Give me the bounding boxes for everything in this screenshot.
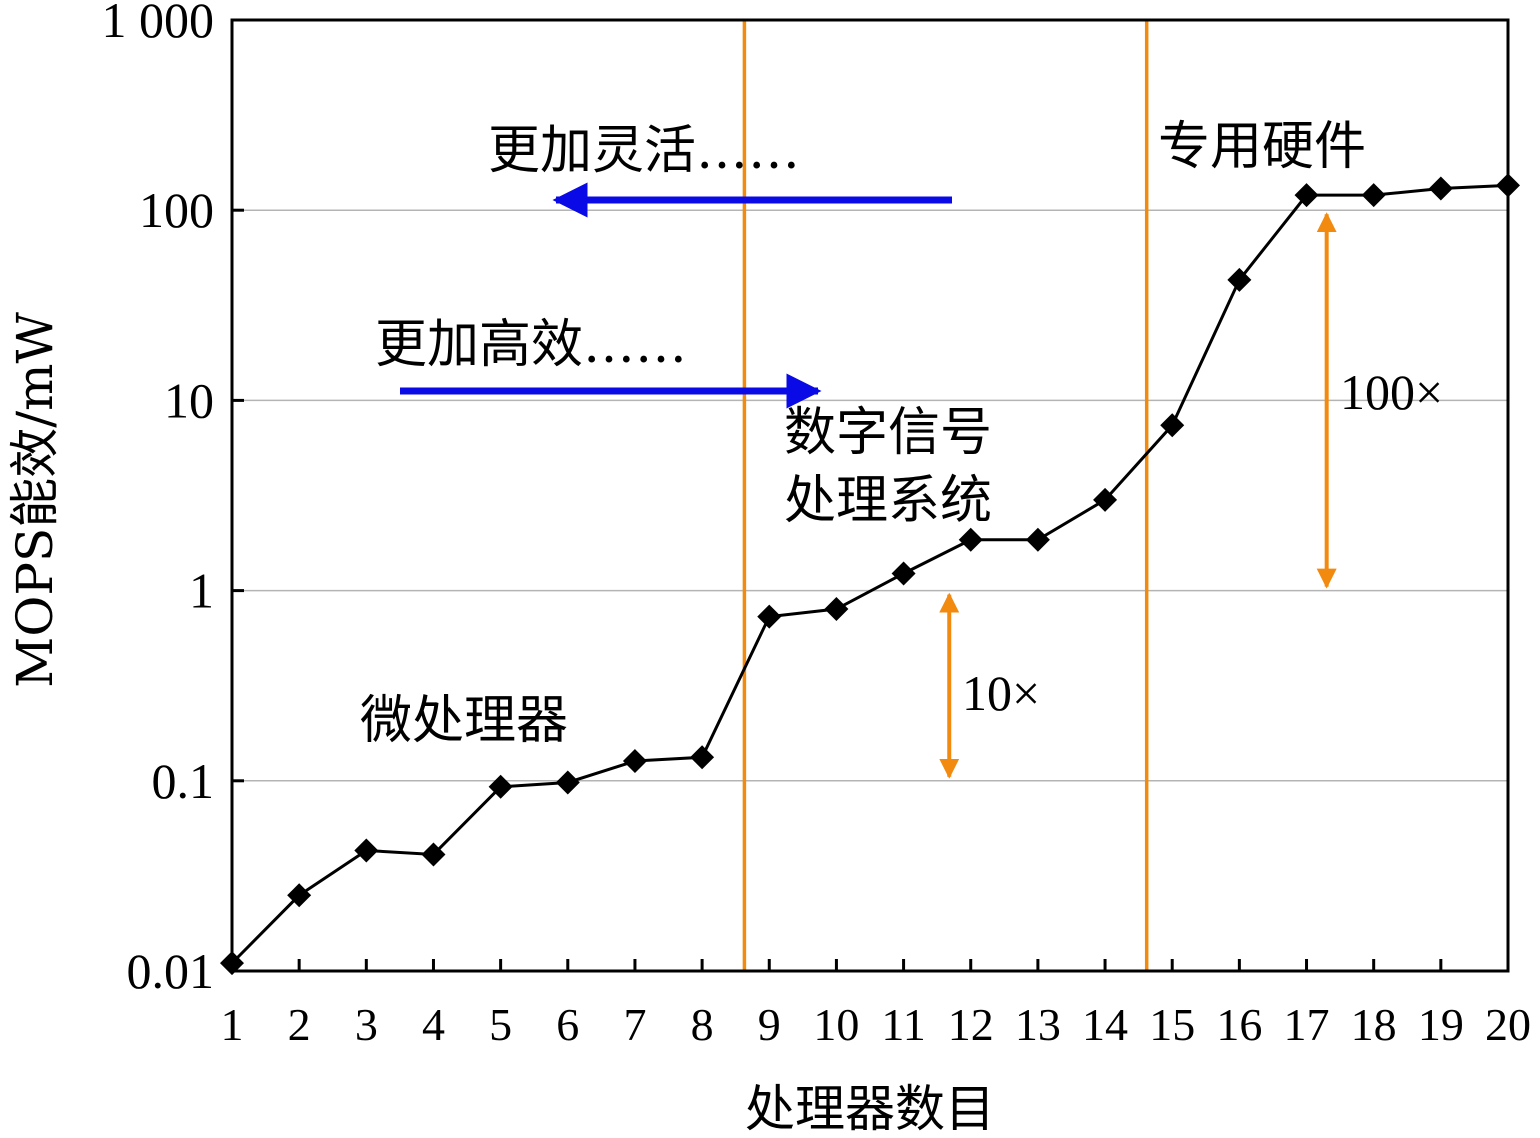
x-tick-label: 16 <box>1216 999 1262 1050</box>
y-tick-label: 100 <box>139 182 214 238</box>
x-tick-label: 20 <box>1485 999 1531 1050</box>
data-point <box>690 745 715 770</box>
data-point <box>1428 176 1453 201</box>
x-tick-label: 15 <box>1149 999 1195 1050</box>
annotation-dsp-line1: 数字信号 <box>784 403 992 463</box>
x-tick-label: 9 <box>758 999 781 1050</box>
x-tick-label: 13 <box>1015 999 1061 1050</box>
data-point <box>1093 487 1118 512</box>
annotation-gap-large: 100× <box>1340 364 1443 420</box>
annotation-asic: 专用硬件 <box>1158 117 1366 177</box>
data-point <box>354 838 379 863</box>
x-tick-label: 1 <box>221 999 244 1050</box>
x-tick-label: 8 <box>691 999 714 1050</box>
x-tick-label: 2 <box>288 999 311 1050</box>
y-tick-label: 1 000 <box>102 0 215 48</box>
region-dividers <box>742 20 1149 971</box>
series-line <box>230 183 1509 965</box>
data-point <box>958 527 983 552</box>
y-tick-label: 0.01 <box>127 943 215 999</box>
x-tick-label: 18 <box>1351 999 1397 1050</box>
annotation-gap-small: 10× <box>962 665 1040 721</box>
x-tick-label: 4 <box>422 999 445 1050</box>
x-axis-ticks: 1 2 3 4 5 6 7 8 9 10 11 12 13 14 15 16 17 18 19 20 <box>221 959 1531 1050</box>
x-axis-title: 处理器数目 <box>745 1080 995 1138</box>
data-point <box>1361 183 1386 208</box>
x-tick-label: 7 <box>623 999 646 1050</box>
x-tick-label: 17 <box>1284 999 1330 1050</box>
data-point <box>757 604 782 629</box>
annotation-efficient: 更加高效…… <box>375 315 687 375</box>
x-tick-label: 3 <box>355 999 378 1050</box>
y-tick-label: 1 <box>189 563 214 619</box>
y-tick-label: 0.1 <box>152 753 215 809</box>
y-axis-ticks: 0.01 0.1 1 10 100 1 000 <box>102 0 244 999</box>
data-point <box>488 774 513 799</box>
series-polyline <box>230 183 1509 965</box>
y-axis-title: MOPS能效/mW <box>6 312 64 688</box>
data-point <box>1160 413 1185 438</box>
data-point <box>287 883 312 908</box>
data-point <box>1025 527 1050 552</box>
x-tick-label: 6 <box>556 999 579 1050</box>
plot-frame <box>230 18 1510 973</box>
annotation-flexible: 更加灵活…… <box>488 121 800 181</box>
x-tick-label: 5 <box>489 999 512 1050</box>
annotation-dsp-line2: 处理系统 <box>784 471 992 531</box>
data-point <box>421 842 446 867</box>
data-point <box>824 597 849 622</box>
y-tick-label: 10 <box>164 372 214 428</box>
range-arrows <box>939 212 1337 779</box>
annotation-micro: 微处理器 <box>360 691 568 751</box>
x-tick-label: 12 <box>948 999 994 1050</box>
data-point <box>555 770 580 795</box>
data-point <box>1294 183 1319 208</box>
data-point <box>1227 267 1252 292</box>
data-point <box>622 749 647 774</box>
x-tick-label: 14 <box>1082 999 1128 1050</box>
x-tick-label: 11 <box>881 999 925 1050</box>
data-point <box>891 561 916 586</box>
x-tick-label: 19 <box>1418 999 1464 1050</box>
x-tick-label: 10 <box>813 999 859 1050</box>
